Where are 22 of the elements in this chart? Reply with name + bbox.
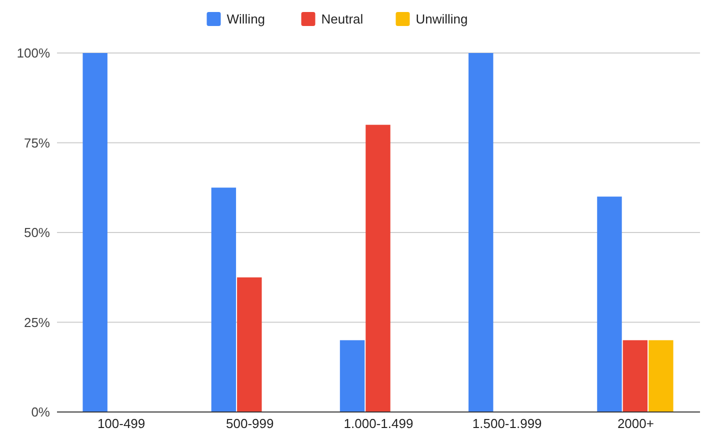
bar: [366, 124, 390, 412]
y-tick-label: 50%: [24, 225, 50, 240]
legend-label: Willing: [226, 12, 266, 27]
bar: [468, 53, 494, 412]
x-tick-label: 1.000-1.499: [344, 416, 414, 431]
y-tick-label: 75%: [24, 135, 50, 150]
legend-label: Unwilling: [416, 12, 468, 27]
bar: [340, 340, 365, 412]
x-tick-label: 500-999: [226, 416, 274, 431]
x-tick-label: 100-499: [97, 416, 146, 431]
bar: [237, 277, 262, 412]
bar: [82, 53, 108, 412]
y-tick-label: 0%: [31, 404, 50, 420]
x-tick-label: 1.500-1.999: [472, 416, 542, 431]
bar: [597, 196, 622, 412]
legend-label: Neutral: [321, 12, 364, 27]
y-tick-label: 25%: [24, 314, 50, 330]
bar: [648, 340, 674, 412]
bar: [211, 188, 236, 412]
bar: [622, 340, 648, 412]
x-tick-label: 2000+: [617, 416, 654, 431]
y-tick-label: 100%: [16, 46, 50, 61]
